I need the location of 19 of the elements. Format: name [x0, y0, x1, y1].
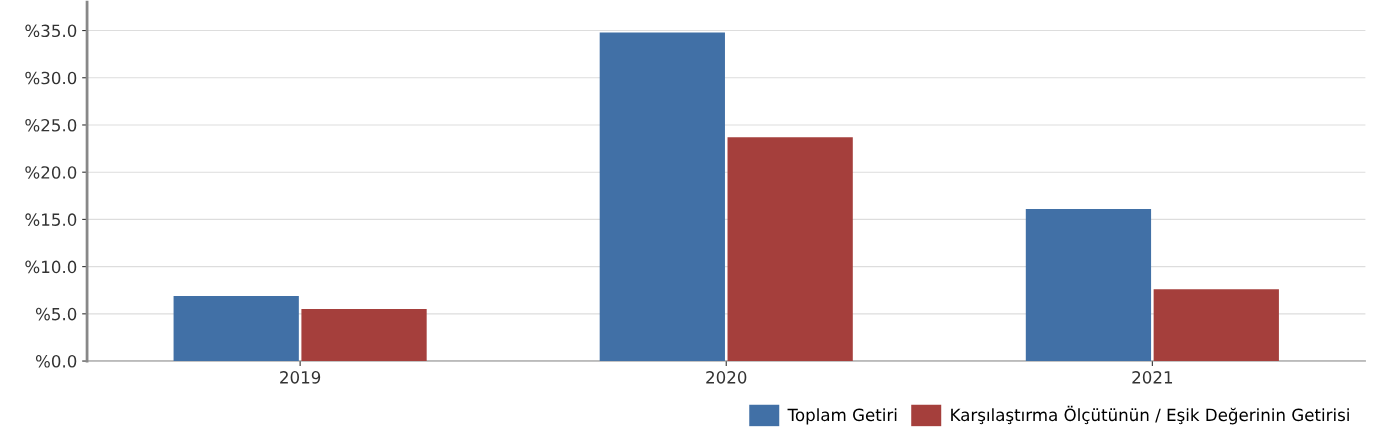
y-tick-label: %10.0 [25, 260, 77, 274]
x-tick-label: 2021 [1132, 371, 1173, 384]
x-tick-label: 2020 [706, 371, 747, 384]
legend-label: Karşılaştırma Ölçütünün / Eşik Değerinin Getirisi [951, 405, 1349, 425]
bar [599, 32, 725, 362]
y-tick-label: %5.0 [35, 307, 77, 321]
bar [727, 137, 853, 362]
y-tick-label: %0.0 [35, 355, 77, 368]
legend-label: Toplam Getiri [787, 408, 897, 425]
bar [1153, 289, 1279, 362]
bar [301, 309, 427, 362]
bar [1025, 209, 1152, 362]
y-tick-label: %30.0 [25, 71, 77, 85]
bar [173, 295, 299, 362]
x-tick-label: 2019 [280, 371, 321, 384]
y-tick-label: %25.0 [25, 118, 77, 132]
y-tick-label: %35.0 [25, 24, 77, 38]
y-tick-label: %15.0 [25, 213, 77, 226]
y-tick-label: %20.0 [25, 166, 77, 179]
